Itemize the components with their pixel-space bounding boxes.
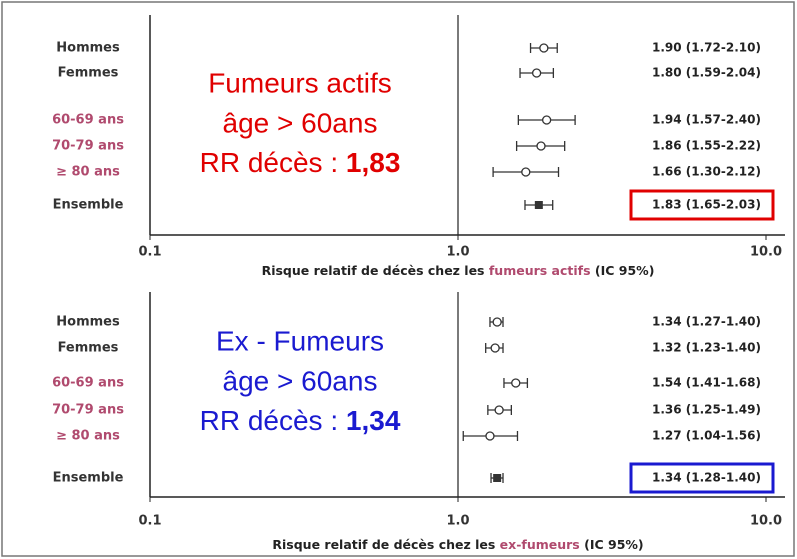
point-estimate xyxy=(494,405,504,415)
row-label: 60-69 ans xyxy=(52,113,124,128)
rr-value: 1,34 xyxy=(346,405,401,436)
rr-label: RR décès : xyxy=(200,405,346,436)
x-tick-label: 1.0 xyxy=(446,514,469,529)
row-label: 70-79 ans xyxy=(52,139,124,154)
point-estimate xyxy=(485,431,495,441)
row-label: ≥ 80 ans xyxy=(56,165,120,180)
value-label: 1.66 (1.30-2.12) xyxy=(652,165,761,179)
x-axis-label-part: (IC 95%) xyxy=(580,537,644,552)
x-tick-label: 10.0 xyxy=(750,514,782,529)
row-label: Femmes xyxy=(58,341,119,356)
annotation: RR décès : 1,34 xyxy=(200,405,401,436)
row-label: 60-69 ans xyxy=(52,376,124,391)
point-estimate xyxy=(536,141,546,151)
x-axis-label-part: (IC 95%) xyxy=(591,263,655,278)
rr-label: RR décès : xyxy=(200,147,346,178)
x-tick-label: 10.0 xyxy=(750,245,782,260)
annotation: âge > 60ans xyxy=(223,107,378,138)
rr-value: 1,83 xyxy=(346,147,401,178)
value-label: 1.32 (1.23-1.40) xyxy=(652,341,761,355)
value-label: 1.34 (1.28-1.40) xyxy=(652,471,761,485)
row-label: Femmes xyxy=(58,66,119,81)
row-label: ≥ 80 ans xyxy=(56,429,120,444)
x-axis-label-part: ex-fumeurs xyxy=(500,537,580,552)
point-estimate xyxy=(492,317,502,327)
value-label: 1.34 (1.27-1.40) xyxy=(652,315,761,329)
value-label: 1.27 (1.04-1.56) xyxy=(652,429,761,443)
value-label: 1.86 (1.55-2.22) xyxy=(652,139,761,153)
value-label: 1.54 (1.41-1.68) xyxy=(652,376,761,390)
point-estimate xyxy=(531,68,542,78)
x-tick-label: 1.0 xyxy=(446,245,469,260)
point-estimate xyxy=(493,474,502,482)
annotation: âge > 60ans xyxy=(223,365,378,396)
x-axis-label: Risque relatif de décès chez les ex-fume… xyxy=(272,537,643,552)
x-tick-label: 0.1 xyxy=(138,514,161,529)
x-tick-label: 0.1 xyxy=(138,245,161,260)
value-label: 1.94 (1.57-2.40) xyxy=(652,113,761,127)
annotation: Ex - Fumeurs xyxy=(216,325,384,356)
point-estimate xyxy=(511,378,521,388)
row-label: Hommes xyxy=(56,315,120,330)
annotation: RR décès : 1,83 xyxy=(200,147,401,178)
row-label: Ensemble xyxy=(53,198,124,213)
point-estimate xyxy=(534,201,543,209)
point-estimate xyxy=(490,343,500,353)
highlight-box xyxy=(629,462,775,494)
point-estimate xyxy=(539,43,549,53)
x-axis-label-part: fumeurs actifs xyxy=(489,263,591,278)
highlight-box xyxy=(629,189,775,221)
point-estimate xyxy=(521,167,531,177)
value-label: 1.83 (1.65-2.03) xyxy=(652,198,761,212)
x-axis-label-part: Risque relatif de décès chez les xyxy=(262,263,489,278)
value-label: 1.80 (1.59-2.04) xyxy=(652,66,761,80)
row-label: 70-79 ans xyxy=(52,403,124,418)
row-label: Hommes xyxy=(56,41,120,56)
value-label: 1.90 (1.72-2.10) xyxy=(652,41,761,55)
annotation: Fumeurs actifs xyxy=(208,67,392,98)
row-label: Ensemble xyxy=(53,471,124,486)
x-axis-label-part: Risque relatif de décès chez les xyxy=(272,537,499,552)
value-label: 1.36 (1.25-1.49) xyxy=(652,403,761,417)
x-axis-label: Risque relatif de décès chez les fumeurs… xyxy=(262,263,655,278)
point-estimate xyxy=(541,115,552,125)
